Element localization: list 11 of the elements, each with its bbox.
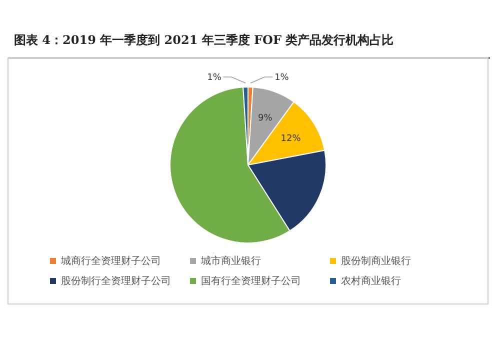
legend-label: 股份制商业银行	[341, 255, 411, 267]
legend-label: 城商行全资理财子公司	[60, 255, 161, 267]
legend-label: 城市商业银行	[200, 255, 261, 267]
legend-label: 股份制行全资理财子公司	[61, 275, 171, 287]
data-label: 1%	[274, 73, 290, 83]
legend-label: 国有行全资理财子公司	[201, 275, 301, 287]
legend-label: 农村商业银行	[341, 275, 401, 287]
data-label: 9%	[258, 113, 273, 124]
data-label: 1%	[207, 73, 222, 83]
data-label: 12%	[280, 134, 302, 144]
chart-title: 图表 4：2019 年一季度到 2021 年三季度 FOF 类产品发行机构占比	[14, 33, 394, 47]
